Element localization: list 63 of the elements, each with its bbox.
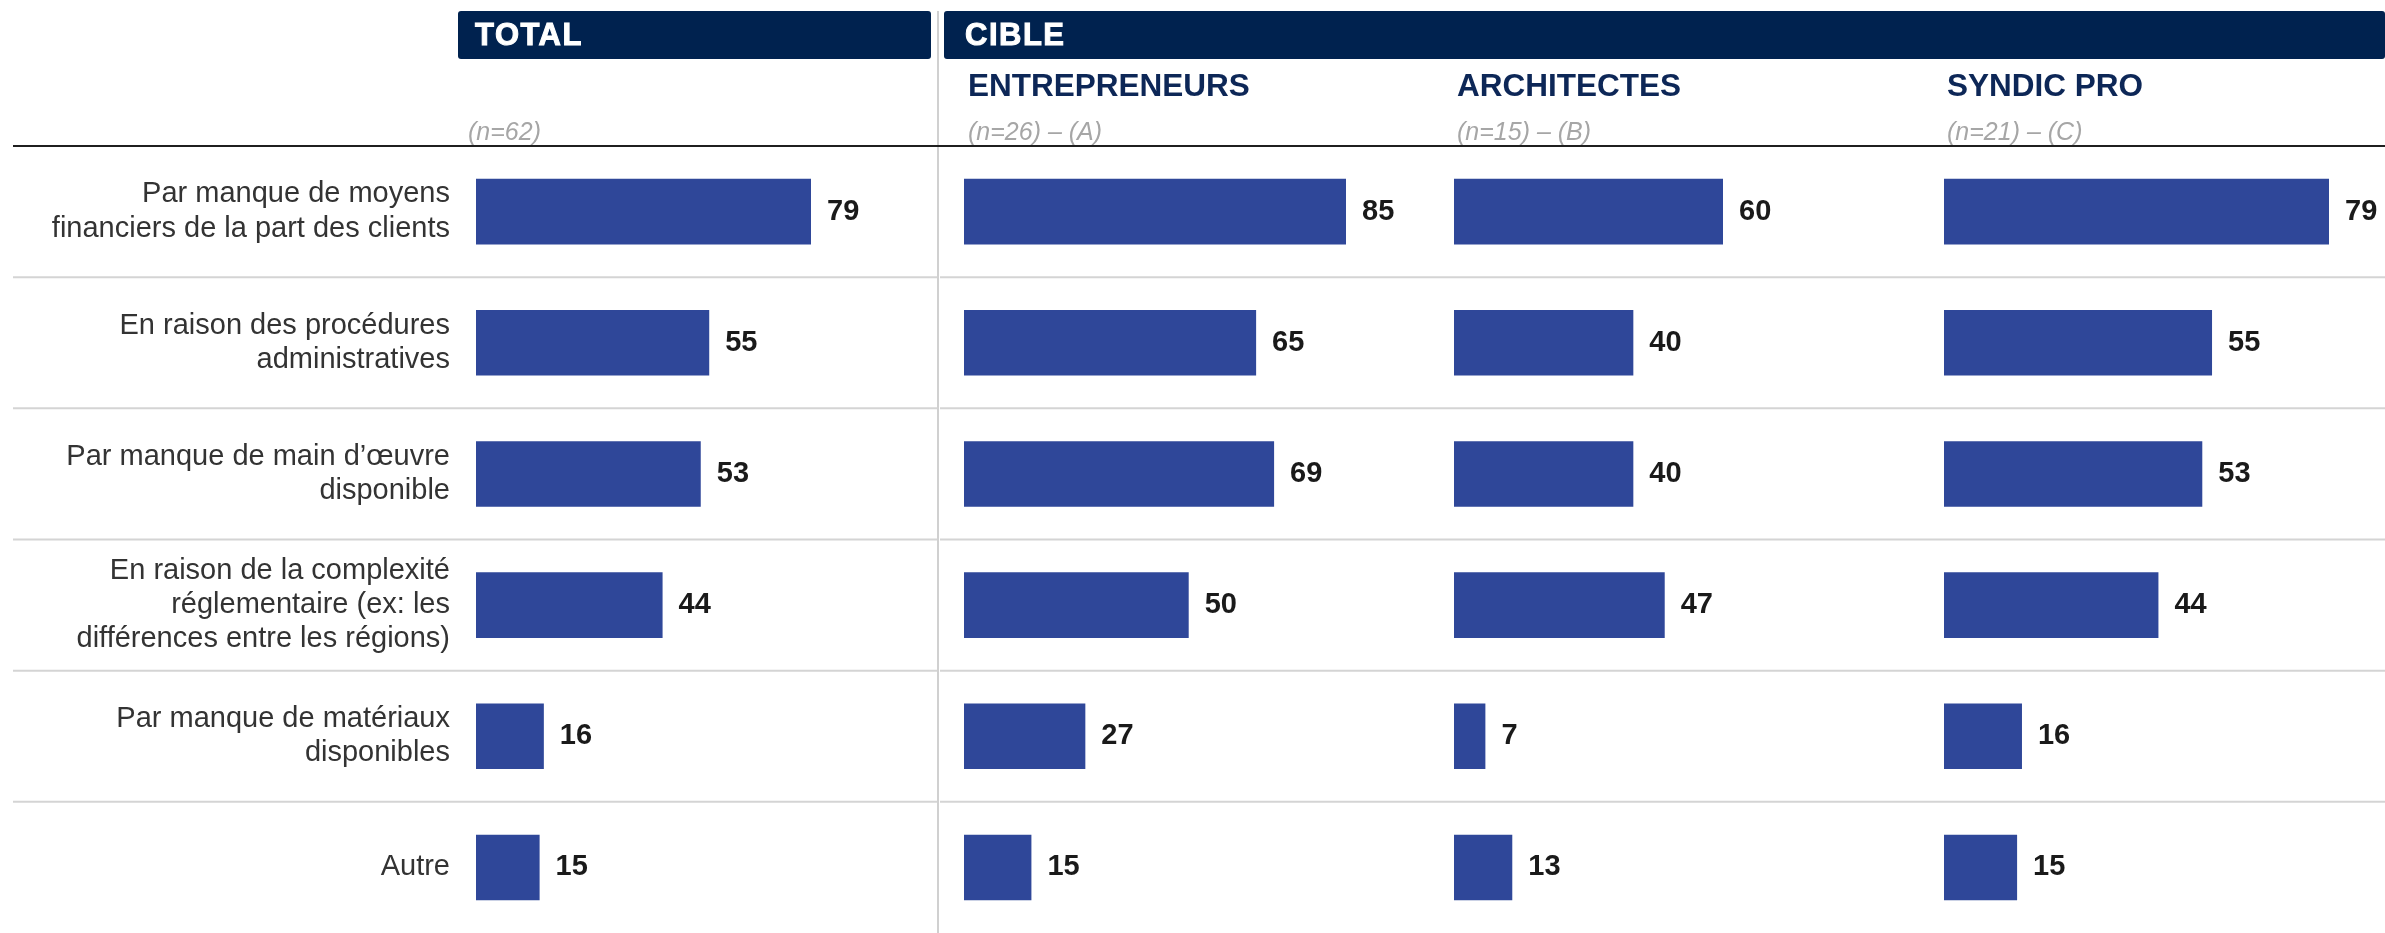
chart-title: ENTREPRENEURS	[968, 66, 1250, 104]
chart-subtitle: (n=21) – (C)	[1947, 117, 2083, 145]
bar	[1944, 178, 2329, 245]
bar	[964, 703, 1086, 770]
bar	[1454, 309, 1634, 376]
bar	[1454, 178, 1723, 245]
bar	[476, 178, 811, 245]
bar	[1454, 834, 1513, 901]
bar	[1944, 309, 2213, 376]
data-label: 16	[559, 718, 593, 751]
bar	[964, 178, 1346, 245]
data-label: 55	[725, 324, 758, 357]
data-label: 44	[678, 587, 711, 620]
data-label: 79	[827, 193, 860, 226]
y-tick-label: Par manque de moyens financiers de la part des clients	[51, 176, 450, 243]
data-label: 44	[2174, 587, 2207, 620]
data-label: 79	[2345, 193, 2378, 226]
bar	[476, 441, 701, 507]
data-label: 85	[1362, 193, 1395, 226]
bar	[1454, 572, 1665, 638]
data-label: 15	[555, 849, 588, 882]
bar	[1944, 834, 2018, 901]
data-label: 55	[2228, 324, 2261, 357]
data-label: 15	[2033, 849, 2066, 882]
y-tick-label: Par manque de main d’œuvre disponible	[66, 438, 450, 506]
chart-subtitle: (n=62)	[468, 117, 541, 145]
bar	[1944, 441, 2203, 507]
data-label: 50	[1204, 587, 1237, 620]
y-tick-label: En raison des procédures administratives	[119, 307, 450, 374]
bar	[1454, 703, 1486, 770]
data-label: 53	[716, 455, 750, 488]
chart-title: TOTAL	[475, 16, 583, 54]
data-label: 13	[1528, 849, 1561, 882]
chart-subtitle: (n=15) – (B)	[1457, 117, 1592, 145]
bar	[964, 834, 1032, 901]
data-label: 69	[1290, 455, 1323, 488]
bar	[1944, 703, 2022, 770]
data-label: 15	[1047, 849, 1080, 882]
data-label: 65	[1272, 324, 1305, 357]
bar	[1944, 572, 2159, 638]
data-label: 40	[1649, 455, 1682, 488]
data-label: 60	[1739, 193, 1772, 226]
data-label: 47	[1680, 587, 1713, 620]
data-label: 27	[1101, 718, 1134, 751]
chart-subtitle: (n=26) – (A)	[968, 117, 1103, 145]
data-label: 16	[2037, 718, 2071, 751]
bar	[476, 309, 710, 376]
chart-title: SYNDIC PRO	[1947, 66, 2144, 104]
data-label: 7	[1501, 718, 1518, 751]
bar	[964, 572, 1189, 638]
bar	[476, 572, 663, 638]
data-label: 40	[1649, 324, 1682, 357]
bar	[1454, 441, 1634, 507]
bar	[964, 309, 1257, 376]
text: CIBLE	[965, 16, 1066, 54]
y-tick-label: Par manque de matériaux disponibles	[116, 701, 451, 768]
bar	[476, 703, 544, 770]
bar	[476, 834, 540, 901]
chart-title: ARCHITECTES	[1457, 66, 1682, 104]
data-label: 53	[2218, 455, 2251, 488]
y-tick-label: Autre	[380, 849, 450, 882]
y-tick-label: En raison de la complexité réglementaire (ex: les différences entre les régions)	[76, 552, 450, 654]
bar	[964, 441, 1275, 507]
